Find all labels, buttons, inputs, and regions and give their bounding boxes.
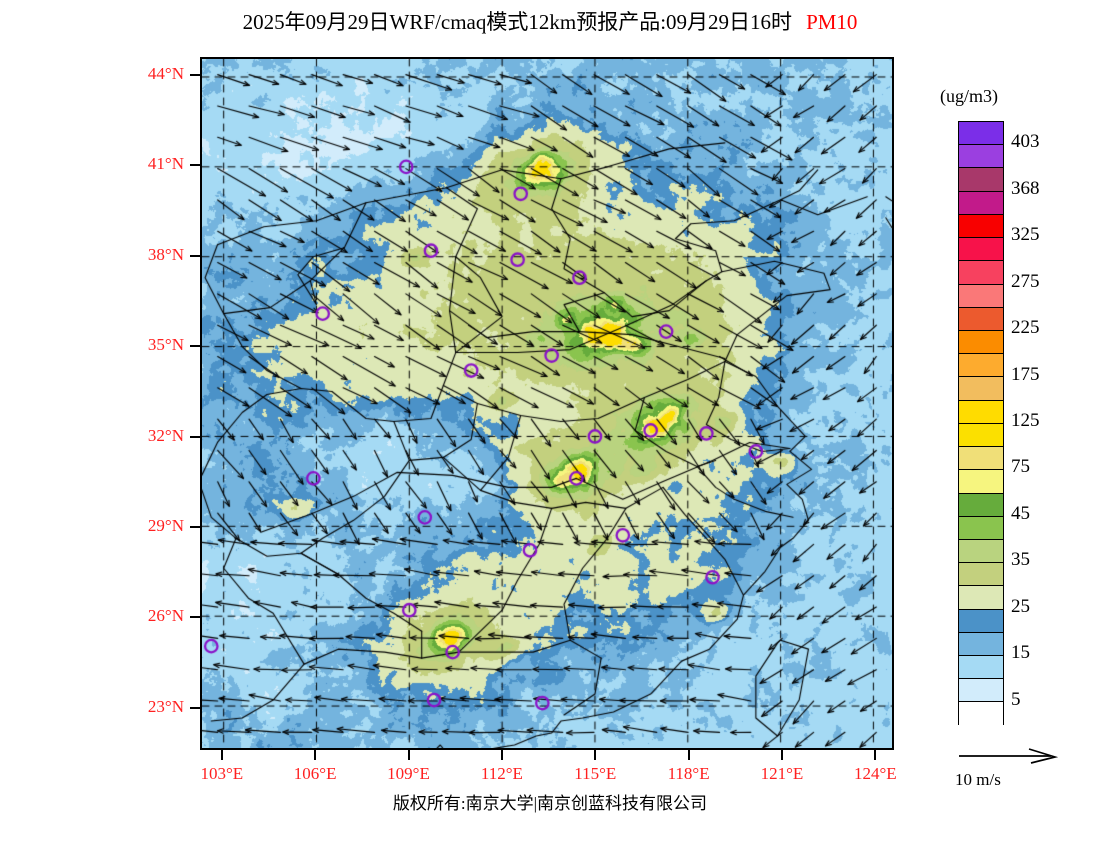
x-axis-tick-label: 106°E: [293, 764, 337, 783]
colorbar-tick-label: 403: [1011, 131, 1040, 153]
y-axis-tick-label: 29°N: [147, 516, 184, 536]
y-axis-tick-mark: [190, 706, 200, 709]
x-axis-tick-label: 109°E: [387, 764, 430, 783]
colorbar-swatch: [959, 400, 1003, 424]
colorbar-swatch: [959, 679, 1003, 703]
colorbar-tick-label: 225: [1011, 317, 1040, 339]
y-axis-tick-label: 26°N: [147, 606, 184, 626]
colorbar-swatch: [959, 354, 1003, 378]
colorbar-swatch: [959, 656, 1003, 680]
colorbar-tick-label: 15: [1011, 642, 1030, 664]
y-axis-tick-label: 32°N: [147, 425, 184, 445]
colorbar-swatch: [959, 307, 1003, 331]
colorbar-swatch: [959, 377, 1003, 401]
y-axis-tick-label: 41°N: [147, 154, 184, 174]
x-axis-tick-mark: [687, 750, 690, 760]
colorbar-tick-label: 175: [1011, 363, 1040, 385]
colorbar-swatch: [959, 122, 1003, 146]
y-axis-tick-mark: [190, 435, 200, 438]
colorbar-tick-label: 5: [1011, 688, 1021, 710]
colorbar-swatch: [959, 261, 1003, 285]
colorbar-swatch: [959, 238, 1003, 262]
colorbar-swatch: [959, 145, 1003, 169]
x-axis-tick-label: 118°E: [667, 764, 710, 783]
colorbar-swatch: [959, 563, 1003, 587]
colorbar-swatch: [959, 423, 1003, 448]
colorbar-tick-label: 25: [1011, 595, 1030, 617]
colorbar-tick-label: 368: [1011, 177, 1040, 199]
pm10-concentration-field[interactable]: [202, 59, 892, 748]
y-axis-tick-label: 44°N: [147, 64, 184, 84]
x-axis-tick-label: 115°E: [574, 764, 617, 783]
colorbar-swatch: [959, 330, 1003, 355]
map-plot-area[interactable]: [200, 57, 894, 750]
colorbar-swatch: [959, 168, 1003, 192]
colorbar-units-label: (ug/m3): [940, 86, 998, 106]
colorbar-swatch: [959, 191, 1003, 215]
colorbar-swatch: [959, 447, 1003, 471]
x-axis-tick-mark: [874, 750, 877, 760]
colorbar-swatch: [959, 493, 1003, 517]
page-title-pollutant: PM10: [806, 10, 858, 34]
colorbar[interactable]: [958, 121, 1004, 726]
colorbar-tick-label: 75: [1011, 456, 1030, 478]
wind-scale-label: 10 m/s: [955, 770, 1001, 789]
x-axis-tick-mark: [780, 750, 783, 760]
wind-scale-key: 10 m/s: [955, 748, 1095, 796]
x-axis-tick-mark: [220, 750, 223, 760]
colorbar-swatch: [959, 470, 1003, 494]
colorbar-tick-label: 35: [1011, 549, 1030, 571]
colorbar-swatch: [959, 632, 1003, 657]
colorbar-swatch: [959, 516, 1003, 540]
x-axis-tick-label: 103°E: [200, 764, 244, 783]
x-axis-tick-label: 124°E: [853, 764, 897, 783]
x-axis-tick-mark: [594, 750, 597, 760]
x-axis-tick-label: 112°E: [480, 764, 523, 783]
copyright-notice: 版权所有:南京大学|南京创蓝科技有限公司: [392, 794, 708, 813]
y-axis-tick-mark: [190, 616, 200, 619]
y-axis-tick-label: 38°N: [147, 244, 184, 264]
colorbar-tick-label: 45: [1011, 502, 1030, 524]
y-axis-tick-mark: [190, 74, 200, 77]
colorbar-swatch: [959, 586, 1003, 610]
y-axis-tick-mark: [190, 164, 200, 167]
y-axis-tick-label: 35°N: [147, 335, 184, 355]
x-axis-tick-mark: [314, 750, 317, 760]
colorbar-swatch: [959, 609, 1003, 633]
wind-arrow-icon: [959, 748, 1059, 764]
x-axis-tick-mark: [407, 750, 410, 760]
colorbar-swatch: [959, 214, 1003, 239]
x-axis-tick-label: 121°E: [760, 764, 804, 783]
page-title: 2025年09月29日WRF/cmaq模式12km预报产品:09月29日16时 P…: [0, 6, 1100, 36]
colorbar-tick-label: 275: [1011, 270, 1040, 292]
colorbar-swatch: [959, 539, 1003, 564]
colorbar-swatch: [959, 284, 1003, 308]
y-axis-tick-mark: [190, 254, 200, 257]
y-axis-tick-mark: [190, 345, 200, 348]
colorbar-swatch: [959, 702, 1003, 726]
colorbar-tick-label: 325: [1011, 224, 1040, 246]
page-title-main: 2025年09月29日WRF/cmaq模式12km预报产品:09月29日16时: [242, 10, 793, 34]
x-axis-tick-mark: [500, 750, 503, 760]
y-axis-tick-label: 23°N: [147, 696, 184, 716]
y-axis-tick-mark: [190, 526, 200, 529]
colorbar-tick-label: 125: [1011, 410, 1040, 431]
